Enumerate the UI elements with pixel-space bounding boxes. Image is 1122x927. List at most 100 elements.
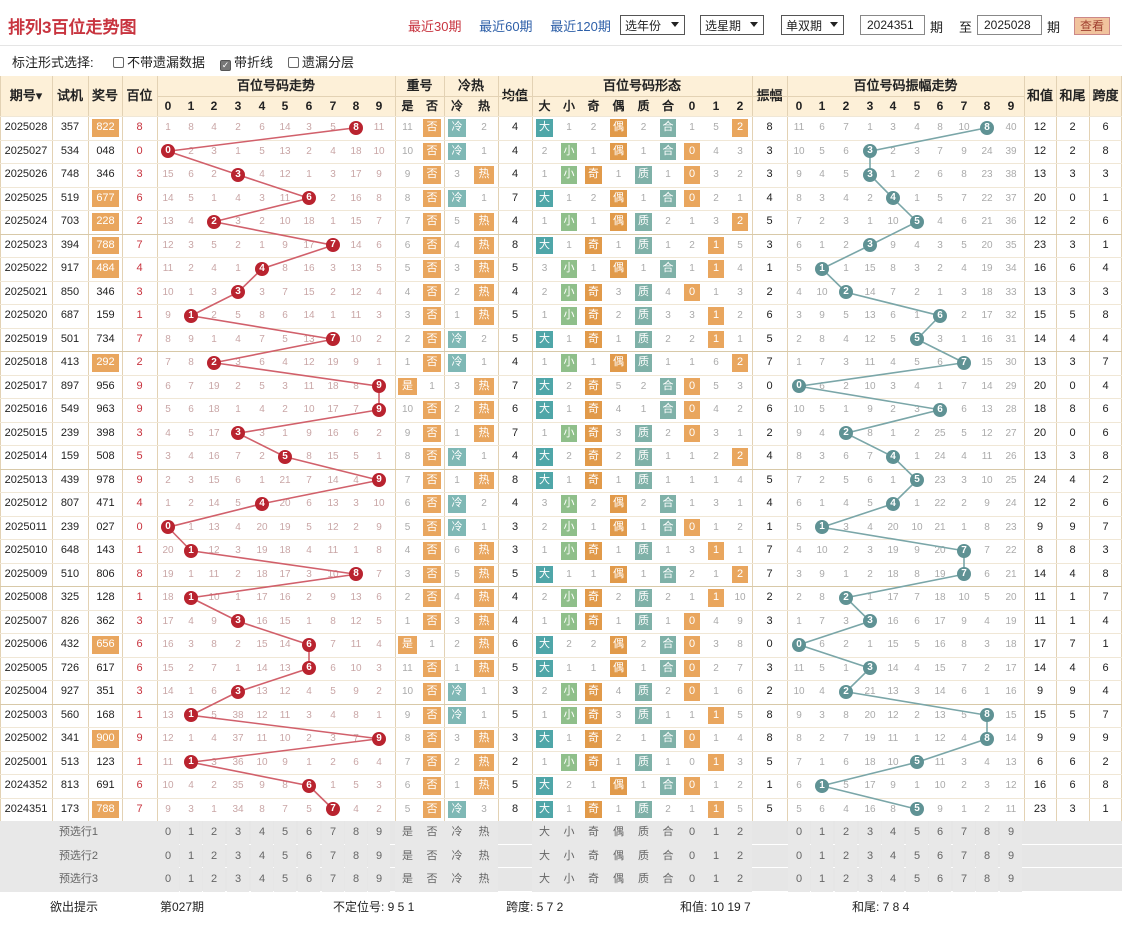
predict-amp-digit[interactable]: 7 bbox=[953, 821, 975, 845]
predict-amp-digit[interactable]: 2 bbox=[835, 868, 857, 892]
predict-amp-digit[interactable]: 1 bbox=[811, 868, 833, 892]
predict-cell[interactable]: 合 bbox=[656, 844, 680, 868]
predict-amp-digit[interactable]: 9 bbox=[1000, 821, 1022, 845]
predict-cell[interactable]: 否 bbox=[420, 821, 444, 845]
predict-cell[interactable]: 大 bbox=[532, 868, 557, 892]
predict-amp-digit[interactable]: 4 bbox=[882, 844, 904, 868]
predict-cell[interactable]: 是 bbox=[395, 844, 420, 868]
predict-amp-digit[interactable]: 5 bbox=[906, 821, 928, 845]
tab-recent-60[interactable]: 最近60期 bbox=[479, 19, 533, 34]
predict-amp-digit[interactable]: 6 bbox=[929, 844, 951, 868]
predict-cell[interactable]: 2 bbox=[728, 844, 752, 868]
predict-digit[interactable]: 1 bbox=[180, 821, 202, 845]
query-button[interactable]: 查看 bbox=[1074, 17, 1110, 35]
predict-digit[interactable]: 9 bbox=[368, 821, 390, 845]
checkbox-no-miss[interactable]: 不带遗漏数据 bbox=[113, 52, 205, 71]
predict-cell[interactable]: 0 bbox=[680, 821, 704, 845]
predict-cell[interactable]: 0 bbox=[680, 844, 704, 868]
predict-cell[interactable]: 1 bbox=[704, 844, 728, 868]
predict-cell[interactable]: 偶 bbox=[606, 868, 631, 892]
predict-digit[interactable]: 6 bbox=[298, 868, 320, 892]
predict-digit[interactable]: 1 bbox=[180, 844, 202, 868]
predict-cell[interactable]: 小 bbox=[557, 821, 581, 845]
predict-digit[interactable]: 3 bbox=[227, 821, 249, 845]
predict-cell[interactable]: 质 bbox=[631, 868, 656, 892]
predict-digit[interactable]: 7 bbox=[322, 821, 344, 845]
predict-cell[interactable]: 合 bbox=[656, 868, 680, 892]
predict-cell[interactable]: 2 bbox=[728, 868, 752, 892]
predict-amp-digit[interactable]: 6 bbox=[929, 868, 951, 892]
predict-cell[interactable]: 奇 bbox=[581, 844, 606, 868]
odd-even-select[interactable]: 单双期 bbox=[781, 15, 844, 35]
predict-digit[interactable]: 7 bbox=[322, 868, 344, 892]
predict-cell[interactable]: 1 bbox=[704, 821, 728, 845]
predict-cell[interactable]: 小 bbox=[557, 844, 581, 868]
tab-recent-30[interactable]: 最近30期 bbox=[408, 19, 462, 34]
predict-amp-digit[interactable]: 8 bbox=[976, 868, 998, 892]
predict-digit[interactable]: 2 bbox=[203, 844, 225, 868]
predict-cell[interactable]: 否 bbox=[420, 844, 444, 868]
predict-digit[interactable]: 7 bbox=[322, 844, 344, 868]
predict-amp-digit[interactable]: 4 bbox=[882, 868, 904, 892]
predict-cell[interactable]: 是 bbox=[395, 868, 420, 892]
checkbox-miss-layer[interactable]: 遗漏分层 bbox=[288, 52, 354, 71]
predict-digit[interactable]: 4 bbox=[251, 821, 273, 845]
predict-cell[interactable]: 大 bbox=[532, 844, 557, 868]
weekday-select[interactable]: 选星期 bbox=[700, 15, 764, 35]
predict-cell[interactable]: 否 bbox=[420, 868, 444, 892]
predict-cell[interactable]: 奇 bbox=[581, 821, 606, 845]
predict-cell[interactable]: 是 bbox=[395, 821, 420, 845]
predict-digit[interactable]: 4 bbox=[251, 844, 273, 868]
predict-digit[interactable]: 5 bbox=[274, 868, 296, 892]
predict-amp-digit[interactable]: 8 bbox=[976, 844, 998, 868]
predict-amp-digit[interactable]: 0 bbox=[788, 868, 810, 892]
predict-amp-digit[interactable]: 7 bbox=[953, 844, 975, 868]
predict-digit[interactable]: 0 bbox=[157, 868, 179, 892]
predict-amp-digit[interactable]: 3 bbox=[859, 821, 881, 845]
predict-cell[interactable]: 冷 bbox=[444, 844, 470, 868]
predict-cell[interactable]: 0 bbox=[680, 868, 704, 892]
predict-cell[interactable]: 1 bbox=[704, 868, 728, 892]
predict-cell[interactable]: 2 bbox=[728, 821, 752, 845]
predict-amp-digit[interactable]: 8 bbox=[976, 821, 998, 845]
predict-cell[interactable]: 质 bbox=[631, 844, 656, 868]
predict-digit[interactable]: 8 bbox=[345, 844, 367, 868]
predict-amp-digit[interactable]: 9 bbox=[1000, 868, 1022, 892]
predict-amp-digit[interactable]: 3 bbox=[859, 868, 881, 892]
predict-digit[interactable]: 2 bbox=[203, 821, 225, 845]
predict-digit[interactable]: 4 bbox=[251, 868, 273, 892]
predict-digit[interactable]: 5 bbox=[274, 821, 296, 845]
to-period-input[interactable]: 2025028 bbox=[977, 15, 1042, 35]
predict-digit[interactable]: 0 bbox=[157, 844, 179, 868]
checkbox-polyline[interactable]: ✓ 带折线 bbox=[220, 52, 273, 71]
predict-cell[interactable]: 偶 bbox=[606, 821, 631, 845]
predict-digit[interactable]: 9 bbox=[368, 868, 390, 892]
predict-digit[interactable]: 9 bbox=[368, 844, 390, 868]
predict-amp-digit[interactable]: 9 bbox=[1000, 844, 1022, 868]
predict-amp-digit[interactable]: 5 bbox=[906, 868, 928, 892]
predict-amp-digit[interactable]: 0 bbox=[788, 821, 810, 845]
predict-amp-digit[interactable]: 3 bbox=[859, 844, 881, 868]
predict-digit[interactable]: 5 bbox=[274, 844, 296, 868]
predict-amp-digit[interactable]: 1 bbox=[811, 844, 833, 868]
predict-cell[interactable]: 合 bbox=[656, 821, 680, 845]
predict-cell[interactable]: 热 bbox=[470, 844, 498, 868]
predict-cell[interactable]: 冷 bbox=[444, 821, 470, 845]
predict-digit[interactable]: 3 bbox=[227, 868, 249, 892]
tab-recent-120[interactable]: 最近120期 bbox=[550, 19, 611, 34]
predict-cell[interactable]: 质 bbox=[631, 821, 656, 845]
predict-amp-digit[interactable]: 0 bbox=[788, 844, 810, 868]
predict-cell[interactable]: 大 bbox=[532, 821, 557, 845]
predict-cell[interactable]: 奇 bbox=[581, 868, 606, 892]
predict-digit[interactable]: 3 bbox=[227, 844, 249, 868]
predict-amp-digit[interactable]: 2 bbox=[835, 844, 857, 868]
predict-amp-digit[interactable]: 2 bbox=[835, 821, 857, 845]
year-select[interactable]: 选年份 bbox=[620, 15, 685, 35]
from-period-input[interactable]: 2024351 bbox=[860, 15, 925, 35]
header-period[interactable]: 期号▾ bbox=[0, 76, 52, 116]
predict-digit[interactable]: 1 bbox=[180, 868, 202, 892]
predict-digit[interactable]: 2 bbox=[203, 868, 225, 892]
predict-digit[interactable]: 0 bbox=[157, 821, 179, 845]
predict-digit[interactable]: 6 bbox=[298, 821, 320, 845]
predict-amp-digit[interactable]: 4 bbox=[882, 821, 904, 845]
